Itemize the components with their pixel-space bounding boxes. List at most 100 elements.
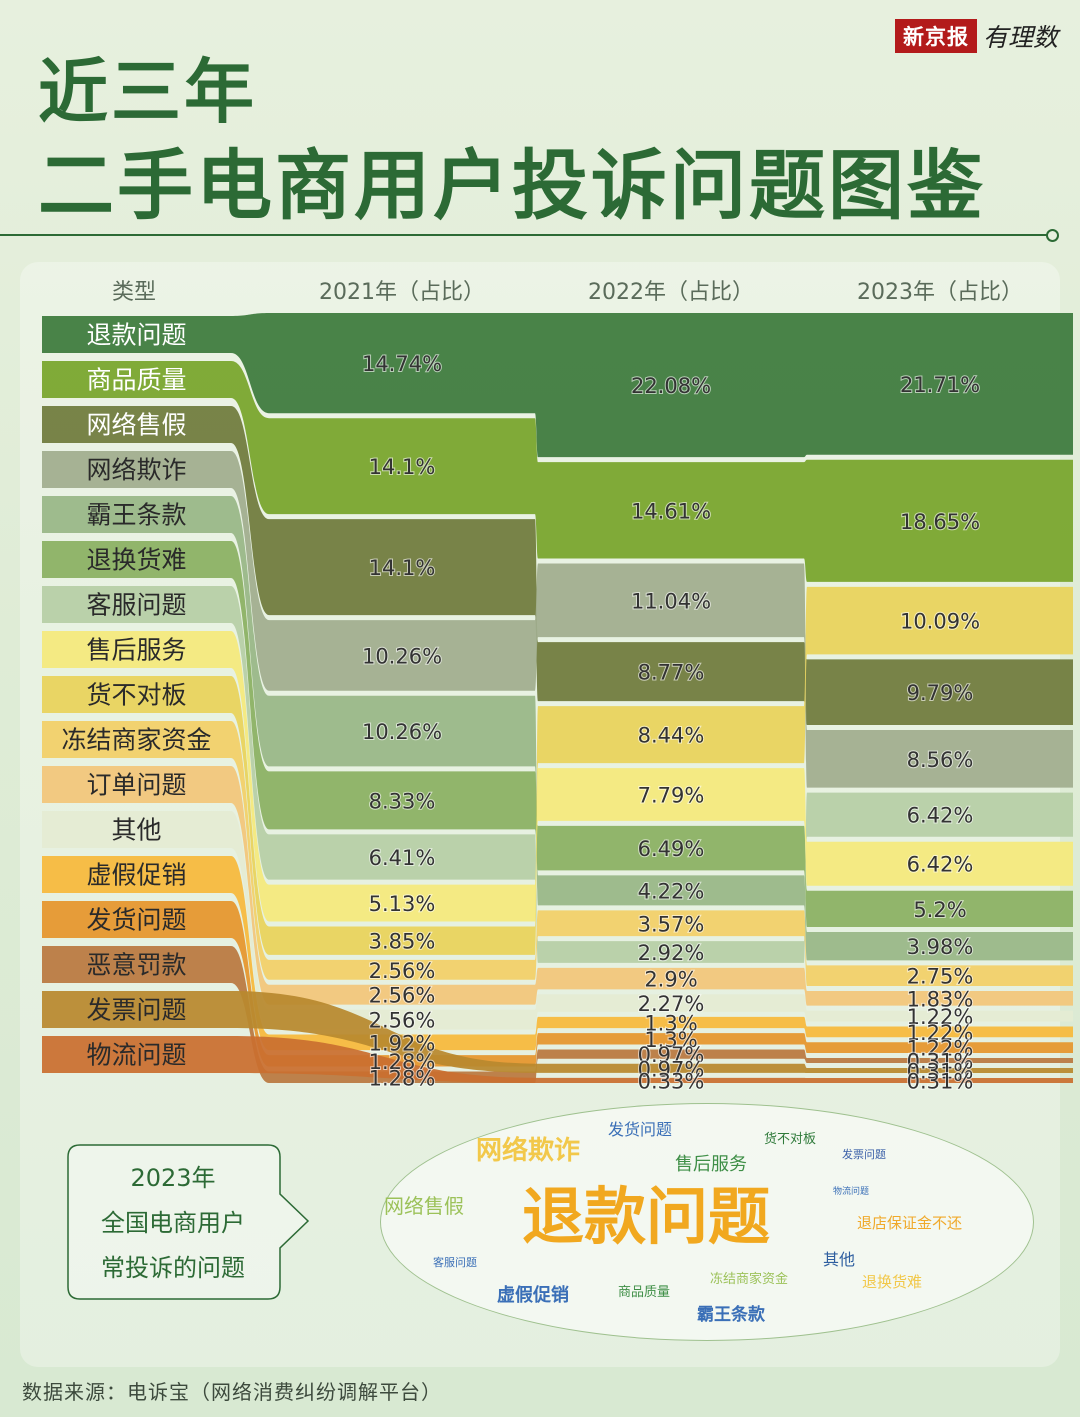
value-label: 8.33% bbox=[369, 789, 436, 813]
callout-text: 2023年 全国电商用户 常投诉的问题 bbox=[68, 1156, 278, 1291]
legend-label-8: 售后服务 bbox=[86, 636, 186, 665]
brand-logo: 新京报 有理数 bbox=[894, 18, 1058, 54]
value-label: 1.92% bbox=[369, 1031, 436, 1055]
legend-label-2: 商品质量 bbox=[86, 366, 186, 395]
title-divider-dot bbox=[1046, 229, 1059, 242]
value-label: 0.31% bbox=[907, 1070, 974, 1094]
value-label: 6.42% bbox=[907, 804, 974, 828]
band-8 bbox=[42, 631, 1073, 922]
value-label: 3.57% bbox=[638, 912, 705, 936]
value-label: 7.79% bbox=[638, 783, 705, 807]
value-label: 14.1% bbox=[369, 455, 436, 479]
value-label: 14.74% bbox=[362, 352, 442, 376]
band-4 bbox=[42, 451, 1073, 788]
value-label: 8.56% bbox=[907, 748, 974, 772]
value-label: 6.41% bbox=[369, 846, 436, 870]
value-label: 1.3% bbox=[644, 1028, 697, 1052]
legend-label-7: 客服问题 bbox=[86, 591, 186, 620]
band-12 bbox=[42, 811, 1073, 1030]
value-label: 1.22% bbox=[907, 1037, 974, 1061]
value-label: 18.65% bbox=[900, 510, 980, 534]
band-11 bbox=[42, 766, 1073, 1006]
value-label: 0.33% bbox=[638, 1069, 705, 1093]
band-16 bbox=[42, 991, 1073, 1074]
value-label: 5.2% bbox=[913, 898, 966, 922]
legend-label-17: 物流问题 bbox=[86, 1041, 186, 1070]
value-label: 14.61% bbox=[631, 499, 711, 523]
value-label: 2.56% bbox=[369, 959, 436, 983]
header-year-2: 2022年（占比） bbox=[588, 280, 754, 305]
value-label: 1.22% bbox=[907, 1005, 974, 1029]
legend-label-12: 其他 bbox=[111, 816, 161, 845]
brand-subtitle: 有理数 bbox=[982, 23, 1058, 52]
band-6 bbox=[42, 541, 1073, 927]
value-label: 0.97% bbox=[638, 1043, 705, 1067]
callout-line2: 全国电商用户 bbox=[101, 1209, 245, 1237]
band-13 bbox=[42, 856, 1073, 1051]
value-label: 2.27% bbox=[638, 992, 705, 1016]
value-label: 1.83% bbox=[907, 987, 974, 1011]
value-label: 10.26% bbox=[362, 644, 442, 668]
value-label: 5.13% bbox=[369, 892, 436, 916]
legend-label-16: 发票问题 bbox=[86, 996, 186, 1025]
band-3 bbox=[42, 406, 1073, 725]
band-14 bbox=[42, 901, 1073, 1067]
legend-label-11: 订单问题 bbox=[86, 771, 186, 800]
value-label: 8.44% bbox=[638, 724, 705, 748]
legend-label-1: 退款问题 bbox=[86, 321, 186, 350]
legend-label-3: 网络售假 bbox=[86, 411, 186, 440]
value-label: 1.28% bbox=[369, 1050, 436, 1074]
band-17 bbox=[42, 1036, 1073, 1083]
header-type: 类型 bbox=[112, 280, 156, 305]
band-1 bbox=[42, 313, 1073, 458]
value-label: 1.28% bbox=[369, 1066, 436, 1090]
word-cloud-ellipse bbox=[380, 1103, 1034, 1341]
legend-label-6: 退换货难 bbox=[86, 546, 186, 575]
value-label: 1.3% bbox=[644, 1012, 697, 1036]
value-label: 8.77% bbox=[638, 661, 705, 685]
value-label: 14.1% bbox=[369, 556, 436, 580]
value-label: 21.71% bbox=[900, 373, 980, 397]
header-year-1: 2021年（占比） bbox=[319, 280, 485, 305]
value-label: 10.26% bbox=[362, 720, 442, 744]
brand-name: 新京报 bbox=[894, 19, 977, 53]
legend-label-14: 发货问题 bbox=[86, 906, 186, 935]
band-7 bbox=[42, 586, 1073, 963]
legend-label-5: 霸王条款 bbox=[86, 501, 186, 530]
value-label: 0.31% bbox=[907, 1050, 974, 1074]
header-year-3: 2023年（占比） bbox=[857, 280, 1023, 305]
value-label: 6.42% bbox=[907, 853, 974, 877]
value-label: 0.31% bbox=[907, 1060, 974, 1084]
value-label: 9.79% bbox=[907, 681, 974, 705]
legend-label-10: 冻结商家资金 bbox=[61, 726, 211, 755]
band-9 bbox=[42, 586, 1073, 955]
value-label: 2.56% bbox=[369, 1009, 436, 1033]
value-label: 10.09% bbox=[900, 610, 980, 634]
value-label: 3.98% bbox=[907, 935, 974, 959]
value-label: 22.08% bbox=[631, 374, 711, 398]
value-label: 1.22% bbox=[907, 1021, 974, 1045]
page-title-line2: 二手电商用户投诉问题图鉴 bbox=[38, 141, 986, 230]
value-label: 3.85% bbox=[369, 930, 436, 954]
band-2 bbox=[42, 361, 1073, 582]
value-label: 11.04% bbox=[631, 589, 711, 613]
band-10 bbox=[42, 721, 1073, 986]
data-source: 数据来源：电诉宝（网络消费纠纷调解平台） bbox=[22, 1380, 442, 1404]
value-label: 2.92% bbox=[638, 941, 705, 965]
value-label: 4.22% bbox=[638, 879, 705, 903]
legend-label-15: 恶意罚款 bbox=[86, 951, 186, 980]
value-label: 6.49% bbox=[638, 837, 705, 861]
callout-line1: 2023年 bbox=[130, 1164, 216, 1192]
value-label: 2.75% bbox=[907, 965, 974, 989]
callout-line3: 常投诉的问题 bbox=[101, 1254, 245, 1282]
title-divider bbox=[0, 234, 1050, 236]
page-title-line1: 近三年 bbox=[38, 51, 257, 133]
legend-label-13: 虚假促销 bbox=[86, 861, 186, 890]
legend-label-9: 货不对板 bbox=[86, 681, 186, 710]
value-label: 2.9% bbox=[644, 968, 697, 992]
value-label: 2.56% bbox=[369, 984, 436, 1008]
value-label: 0.97% bbox=[638, 1057, 705, 1081]
legend-label-4: 网络欺诈 bbox=[86, 456, 186, 485]
